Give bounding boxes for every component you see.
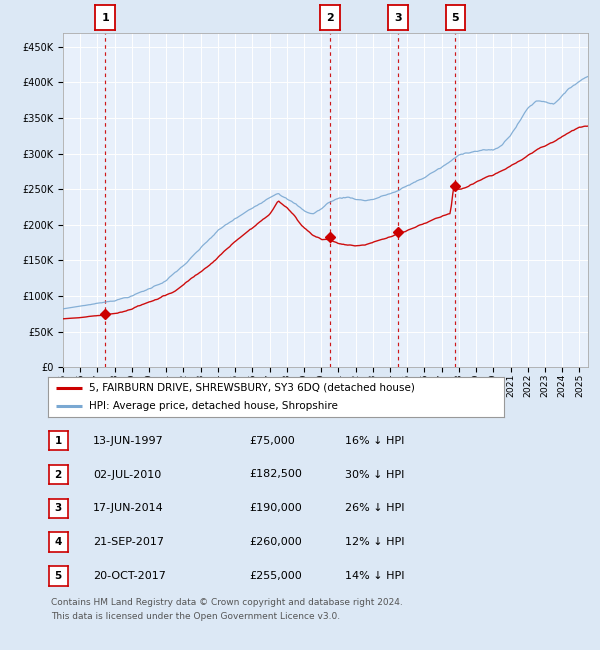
Text: 4: 4 [55, 537, 62, 547]
Text: £260,000: £260,000 [249, 537, 302, 547]
Text: 16% ↓ HPI: 16% ↓ HPI [345, 436, 404, 446]
Text: £182,500: £182,500 [249, 469, 302, 480]
Text: 20-OCT-2017: 20-OCT-2017 [93, 571, 166, 581]
Text: £190,000: £190,000 [249, 503, 302, 514]
Text: 02-JUL-2010: 02-JUL-2010 [93, 469, 161, 480]
Text: 14% ↓ HPI: 14% ↓ HPI [345, 571, 404, 581]
Text: 2: 2 [326, 12, 334, 23]
Text: 30% ↓ HPI: 30% ↓ HPI [345, 469, 404, 480]
Text: 3: 3 [394, 12, 402, 23]
Text: This data is licensed under the Open Government Licence v3.0.: This data is licensed under the Open Gov… [51, 612, 340, 621]
Text: £255,000: £255,000 [249, 571, 302, 581]
Text: 17-JUN-2014: 17-JUN-2014 [93, 503, 164, 514]
Text: 3: 3 [55, 503, 62, 514]
Text: 13-JUN-1997: 13-JUN-1997 [93, 436, 164, 446]
Text: 12% ↓ HPI: 12% ↓ HPI [345, 537, 404, 547]
Text: HPI: Average price, detached house, Shropshire: HPI: Average price, detached house, Shro… [89, 402, 338, 411]
Text: £75,000: £75,000 [249, 436, 295, 446]
Text: 5: 5 [55, 571, 62, 581]
Text: 21-SEP-2017: 21-SEP-2017 [93, 537, 164, 547]
Text: 1: 1 [101, 12, 109, 23]
Text: 5, FAIRBURN DRIVE, SHREWSBURY, SY3 6DQ (detached house): 5, FAIRBURN DRIVE, SHREWSBURY, SY3 6DQ (… [89, 383, 415, 393]
Text: 2: 2 [55, 469, 62, 480]
Text: 5: 5 [452, 12, 459, 23]
Text: Contains HM Land Registry data © Crown copyright and database right 2024.: Contains HM Land Registry data © Crown c… [51, 598, 403, 607]
Text: 26% ↓ HPI: 26% ↓ HPI [345, 503, 404, 514]
Text: 1: 1 [55, 436, 62, 446]
